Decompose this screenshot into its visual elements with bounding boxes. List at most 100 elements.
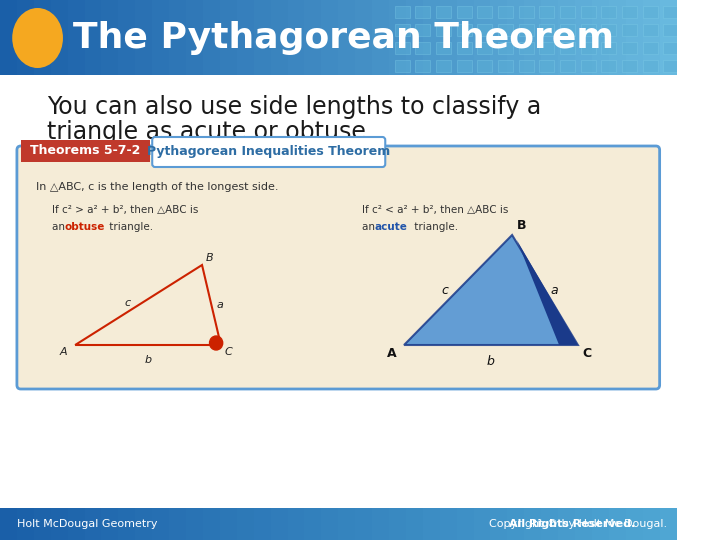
FancyBboxPatch shape xyxy=(498,24,513,36)
FancyBboxPatch shape xyxy=(50,0,68,75)
FancyBboxPatch shape xyxy=(423,508,440,540)
FancyBboxPatch shape xyxy=(660,508,677,540)
FancyBboxPatch shape xyxy=(477,42,492,54)
FancyBboxPatch shape xyxy=(34,508,50,540)
FancyBboxPatch shape xyxy=(456,24,472,36)
Text: Holt McDougal Geometry: Holt McDougal Geometry xyxy=(17,519,158,529)
FancyBboxPatch shape xyxy=(477,6,492,18)
FancyBboxPatch shape xyxy=(21,140,150,162)
FancyBboxPatch shape xyxy=(305,508,321,540)
FancyBboxPatch shape xyxy=(541,0,558,75)
FancyBboxPatch shape xyxy=(436,24,451,36)
FancyBboxPatch shape xyxy=(102,508,118,540)
FancyBboxPatch shape xyxy=(271,0,287,75)
FancyBboxPatch shape xyxy=(237,0,253,75)
FancyBboxPatch shape xyxy=(17,0,34,75)
FancyBboxPatch shape xyxy=(135,508,152,540)
FancyBboxPatch shape xyxy=(539,60,554,72)
FancyBboxPatch shape xyxy=(253,0,271,75)
Text: an: an xyxy=(361,222,378,232)
FancyBboxPatch shape xyxy=(84,508,102,540)
FancyBboxPatch shape xyxy=(601,24,616,36)
Text: acute: acute xyxy=(375,222,408,232)
FancyBboxPatch shape xyxy=(395,42,410,54)
FancyBboxPatch shape xyxy=(601,6,616,18)
FancyBboxPatch shape xyxy=(558,508,575,540)
FancyBboxPatch shape xyxy=(474,508,490,540)
Text: You can also use side lengths to classify a: You can also use side lengths to classif… xyxy=(47,95,541,119)
FancyBboxPatch shape xyxy=(490,508,508,540)
FancyBboxPatch shape xyxy=(84,0,102,75)
FancyBboxPatch shape xyxy=(436,6,451,18)
FancyBboxPatch shape xyxy=(456,6,472,18)
FancyBboxPatch shape xyxy=(68,508,84,540)
FancyBboxPatch shape xyxy=(663,6,678,18)
FancyBboxPatch shape xyxy=(524,0,541,75)
FancyBboxPatch shape xyxy=(539,42,554,54)
FancyBboxPatch shape xyxy=(626,0,643,75)
FancyBboxPatch shape xyxy=(305,0,321,75)
Text: b: b xyxy=(145,355,151,365)
FancyBboxPatch shape xyxy=(372,0,389,75)
FancyBboxPatch shape xyxy=(558,0,575,75)
Text: Theorems 5-7-2: Theorems 5-7-2 xyxy=(30,145,140,158)
FancyBboxPatch shape xyxy=(135,0,152,75)
Text: The Pythagorean Theorem: The Pythagorean Theorem xyxy=(73,21,614,55)
FancyBboxPatch shape xyxy=(601,42,616,54)
FancyBboxPatch shape xyxy=(102,0,118,75)
Ellipse shape xyxy=(12,8,63,68)
FancyBboxPatch shape xyxy=(518,60,534,72)
FancyBboxPatch shape xyxy=(287,0,305,75)
FancyBboxPatch shape xyxy=(406,508,423,540)
FancyBboxPatch shape xyxy=(237,508,253,540)
FancyBboxPatch shape xyxy=(474,0,490,75)
FancyBboxPatch shape xyxy=(395,24,410,36)
Text: triangle as acute or obtuse.: triangle as acute or obtuse. xyxy=(47,120,373,144)
FancyBboxPatch shape xyxy=(490,0,508,75)
FancyBboxPatch shape xyxy=(560,60,575,72)
FancyBboxPatch shape xyxy=(663,42,678,54)
FancyBboxPatch shape xyxy=(622,6,637,18)
FancyBboxPatch shape xyxy=(118,0,135,75)
FancyBboxPatch shape xyxy=(0,0,17,75)
FancyBboxPatch shape xyxy=(440,508,456,540)
FancyBboxPatch shape xyxy=(68,0,84,75)
Text: B: B xyxy=(517,219,526,232)
FancyBboxPatch shape xyxy=(415,6,431,18)
Text: c: c xyxy=(442,284,449,296)
FancyBboxPatch shape xyxy=(203,0,220,75)
Text: triangle.: triangle. xyxy=(106,222,153,232)
FancyBboxPatch shape xyxy=(477,60,492,72)
FancyBboxPatch shape xyxy=(660,0,677,75)
FancyBboxPatch shape xyxy=(169,508,186,540)
Text: If c² < a² + b², then △ABC is: If c² < a² + b², then △ABC is xyxy=(361,205,508,215)
FancyBboxPatch shape xyxy=(541,508,558,540)
FancyBboxPatch shape xyxy=(622,24,637,36)
FancyBboxPatch shape xyxy=(575,0,592,75)
FancyBboxPatch shape xyxy=(118,508,135,540)
FancyBboxPatch shape xyxy=(663,60,678,72)
Text: B: B xyxy=(206,253,213,263)
FancyBboxPatch shape xyxy=(643,6,658,18)
Polygon shape xyxy=(517,240,578,345)
FancyBboxPatch shape xyxy=(539,24,554,36)
FancyBboxPatch shape xyxy=(440,0,456,75)
FancyBboxPatch shape xyxy=(186,508,203,540)
FancyBboxPatch shape xyxy=(609,508,626,540)
FancyBboxPatch shape xyxy=(321,0,338,75)
Text: A: A xyxy=(387,347,397,360)
FancyBboxPatch shape xyxy=(152,508,169,540)
FancyBboxPatch shape xyxy=(539,6,554,18)
FancyBboxPatch shape xyxy=(0,508,17,540)
FancyBboxPatch shape xyxy=(152,0,169,75)
Text: If c² > a² + b², then △ABC is: If c² > a² + b², then △ABC is xyxy=(52,205,198,215)
FancyBboxPatch shape xyxy=(643,60,658,72)
FancyBboxPatch shape xyxy=(203,508,220,540)
FancyBboxPatch shape xyxy=(338,0,355,75)
Text: C: C xyxy=(225,347,233,357)
FancyBboxPatch shape xyxy=(518,42,534,54)
Text: obtuse: obtuse xyxy=(65,222,105,232)
FancyBboxPatch shape xyxy=(395,60,410,72)
FancyBboxPatch shape xyxy=(663,24,678,36)
FancyBboxPatch shape xyxy=(622,60,637,72)
